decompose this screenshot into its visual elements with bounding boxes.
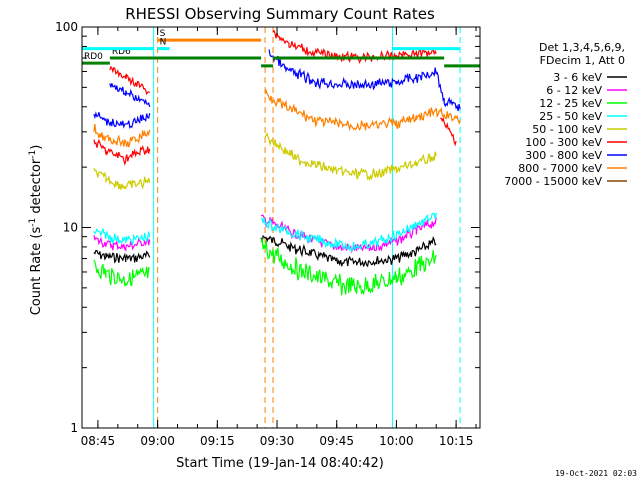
y-axis: 1 10 100 [55,20,480,435]
y-axis-label: Count Rate (s-1 detector-1) [28,145,44,316]
legend-label-12-25-kev: 12 - 25 keV [539,97,602,110]
legend-header-line1: Det 1,3,4,5,6,9, [539,41,625,54]
x-tick-label-09-45: 09:45 [319,434,354,448]
legend-label-50-100-kev: 50 - 100 keV [532,123,602,136]
legend-label-800-7000-kev: 800 - 7000 keV [518,162,602,175]
series-line-100-300-kev-0 [93,138,151,166]
series-line-3-6-kev-1 [260,234,437,268]
x-tick-label-09-00: 09:00 [140,434,175,448]
x-tick-label-08-45: 08:45 [81,434,116,448]
y-axis-label-end: ) [29,145,44,150]
y-axis-label-mid: detector [29,158,44,218]
chart-title: RHESSI Observing Summary Count Rates [125,5,435,23]
series-layer [93,29,461,296]
x-tick-label-10-00: 10:00 [379,434,414,448]
series-line-100-300-kev-1 [440,116,457,147]
state-bar-label-rd0: RD0 [84,52,103,62]
upper-curve-0-0 [109,65,151,96]
legend-label-7000-15000-kev: 7000 - 15000 keV [504,175,602,188]
series-line-12-25-kev-1 [260,238,437,296]
series-line-300-800-kev-0 [93,111,151,129]
upper-curve-0-1 [272,29,437,64]
state-bar-label-s: S [160,29,166,39]
state-bar-label-n: N [160,38,167,48]
series-line-12-25-kev-0 [93,259,151,287]
legend-label-25-50-kev: 25 - 50 keV [539,110,602,123]
series-line-3-6-kev-0 [93,249,151,264]
x-tick-label-09-15: 09:15 [200,434,235,448]
y-tick-label-1: 1 [70,421,78,435]
series-line-800-7000-kev-1 [264,88,461,132]
state-bar-label-rd6: RD6 [112,47,131,57]
x-tick-label-10-15: 10:15 [439,434,474,448]
x-tick-label-09-30: 09:30 [260,434,295,448]
series-line-800-7000-kev-0 [93,124,151,148]
series-line-50-100-kev-0 [93,167,151,190]
y-tick-label-100: 100 [55,20,78,34]
legend-label-100-300-kev: 100 - 300 keV [525,136,602,149]
series-line-6-12-kev-0 [93,235,151,252]
x-axis: 08:45 09:00 09:15 09:30 09:45 10:00 10:15 [81,27,477,448]
series-line-25-50-kev-1 [260,212,437,253]
series-line-25-50-kev-0 [93,227,151,245]
y-axis-label-text: Count Rate (s [29,227,44,316]
y-tick-label-10: 10 [63,221,78,235]
legend-header-line2: FDecim 1, Att 0 [540,54,625,67]
legend-label-3-6-kev: 3 - 6 keV [553,71,602,84]
legend-label-300-800-kev: 300 - 800 keV [525,149,602,162]
series-line-50-100-kev-1 [264,132,437,182]
upper-curve-1-0 [109,83,151,108]
series-line-300-800-kev-1 [268,49,461,112]
y-axis-label-sup2: -1 [28,150,38,159]
x-axis-label: Start Time (19-Jan-14 08:40:42) [176,456,384,471]
legend: Det 1,3,4,5,6,9, FDecim 1, Att 0 3 - 6 k… [504,41,627,188]
state-bars: RD0 RD6 SN [82,29,480,68]
generated-timestamp: 19-Oct-2021 02:03 [555,469,637,478]
legend-label-6-12-kev: 6 - 12 keV [546,84,602,97]
y-axis-label-sup: -1 [28,218,38,227]
